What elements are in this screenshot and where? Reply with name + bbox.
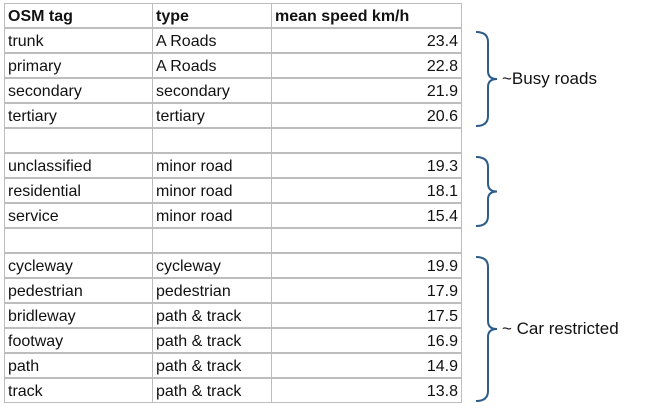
group-annotation: ~ Car restricted <box>502 319 619 338</box>
table-row: bridleway path & track 17.5 <box>4 303 462 329</box>
cell: 13.8 <box>271 378 462 403</box>
header-row: OSM tag type mean speed km/h <box>4 3 462 29</box>
table-row: path path & track 14.9 <box>4 353 462 379</box>
table-row: service minor road 15.4 <box>4 203 462 229</box>
cell: 22.8 <box>271 53 462 78</box>
group-brace <box>475 256 498 402</box>
cell: 20.6 <box>271 103 462 128</box>
cell: 17.9 <box>271 278 462 303</box>
table-row: cycleway cycleway 19.9 <box>4 253 462 279</box>
cell: 19.3 <box>271 153 462 178</box>
cell: 21.9 <box>271 78 462 103</box>
cell <box>271 228 462 253</box>
table-row: secondary secondary 21.9 <box>4 78 462 104</box>
table-row: footway path & track 16.9 <box>4 328 462 354</box>
table-row: residential minor road 18.1 <box>4 178 462 204</box>
blank-row <box>4 128 462 154</box>
cell: 14.9 <box>271 353 462 378</box>
cell: 16.9 <box>271 328 462 353</box>
cell: 19.9 <box>271 253 462 278</box>
group-brace <box>475 156 498 227</box>
cell <box>271 128 462 153</box>
table-row: trunk A Roads 23.4 <box>4 28 462 54</box>
table-row: track path & track 13.8 <box>4 378 462 404</box>
table-row: tertiary tertiary 20.6 <box>4 103 462 129</box>
group-annotation: ~Busy roads <box>502 69 597 88</box>
header-cell: mean speed km/h <box>271 3 462 28</box>
table-row: unclassified minor road 19.3 <box>4 153 462 179</box>
table-row: primary A Roads 22.8 <box>4 53 462 79</box>
cell: 17.5 <box>271 303 462 328</box>
cell: 15.4 <box>271 203 462 228</box>
group-brace <box>475 31 498 127</box>
blank-row <box>4 228 462 254</box>
cell: 18.1 <box>271 178 462 203</box>
table-row: pedestrian pedestrian 17.9 <box>4 278 462 304</box>
cell: 23.4 <box>271 28 462 53</box>
